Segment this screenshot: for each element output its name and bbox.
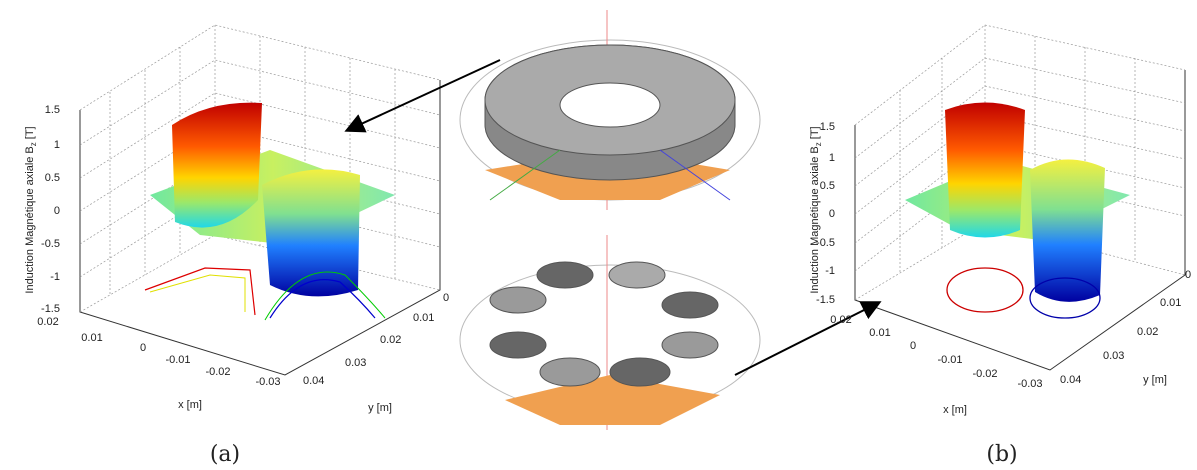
y-tick-label: 0.02 xyxy=(380,334,401,346)
z-axis-title: Induction Magnétique axiale Bz [T] xyxy=(809,126,823,293)
x-tick-label: 0 xyxy=(140,342,146,354)
y-tick-label: 0.03 xyxy=(1103,350,1124,362)
y-tick-label: 0.04 xyxy=(303,375,324,387)
plot-a-surface xyxy=(144,102,395,321)
z-axis-title-unit: [T] xyxy=(24,126,36,139)
x-tick-label: 0 xyxy=(910,340,916,352)
arrow xyxy=(344,59,501,133)
y-tick-label: 0.01 xyxy=(1160,297,1181,309)
x-tick-label: -0.02 xyxy=(205,366,230,378)
z-tick-label: 1.5 xyxy=(820,121,835,133)
ring-magnet-render xyxy=(459,10,761,210)
z-axis-title: Induction Magnétique axiale Bz [T] xyxy=(24,126,38,293)
z-axis-title-unit: [T] xyxy=(809,126,821,139)
x-tick-label: -0.03 xyxy=(1017,378,1042,390)
x-tick-label: 0.02 xyxy=(830,314,851,326)
cylinder-magnet-render xyxy=(459,235,761,430)
z-tick-label: -1 xyxy=(50,271,60,283)
z-tick-label: 0.5 xyxy=(45,172,60,184)
z-axis-title-text: Induction Magnétique axiale B xyxy=(24,146,36,293)
z-tick-label: 0.5 xyxy=(820,180,835,192)
x-tick-label: -0.01 xyxy=(937,354,962,366)
y-tick-label: 0.04 xyxy=(1060,374,1081,386)
plot-b-surface xyxy=(905,102,1130,319)
y-axis-title: y [m] xyxy=(1143,374,1167,386)
z-tick-label: -1 xyxy=(825,265,835,277)
z-tick-label: -0.5 xyxy=(816,237,835,249)
x-axis-title: x [m] xyxy=(943,404,967,416)
z-tick-label: 1 xyxy=(829,152,835,164)
y-tick-label: 0.02 xyxy=(1137,326,1158,338)
panel-label: (b) xyxy=(986,442,1017,467)
arrow xyxy=(734,301,882,376)
y-tick-label: 0.03 xyxy=(345,357,366,369)
z-tick-label: 0 xyxy=(54,205,60,217)
z-axis-title-sub: z xyxy=(814,142,823,146)
z-axis-title-text: Induction Magnétique axiale B xyxy=(809,146,821,293)
z-tick-label: 1 xyxy=(54,139,60,151)
y-tick-label: 0 xyxy=(1185,269,1191,281)
x-tick-label: -0.03 xyxy=(255,376,280,388)
x-tick-label: -0.02 xyxy=(972,368,997,380)
z-tick-label: -0.5 xyxy=(41,238,60,250)
x-tick-label: 0.01 xyxy=(81,332,102,344)
x-tick-label: 0.02 xyxy=(37,316,58,328)
x-tick-label: -0.01 xyxy=(165,354,190,366)
z-tick-label: -1.5 xyxy=(41,303,60,315)
x-axis-title: x [m] xyxy=(178,399,202,411)
z-tick-label: 0 xyxy=(829,208,835,220)
y-tick-label: 0 xyxy=(443,292,449,304)
z-tick-label: -1.5 xyxy=(816,294,835,306)
z-axis-title-sub: z xyxy=(29,142,38,146)
y-axis-title: y [m] xyxy=(368,402,392,414)
panel-label: (a) xyxy=(210,442,240,467)
z-tick-label: 1.5 xyxy=(45,104,60,116)
y-tick-label: 0.01 xyxy=(413,312,434,324)
x-tick-label: 0.01 xyxy=(869,327,890,339)
